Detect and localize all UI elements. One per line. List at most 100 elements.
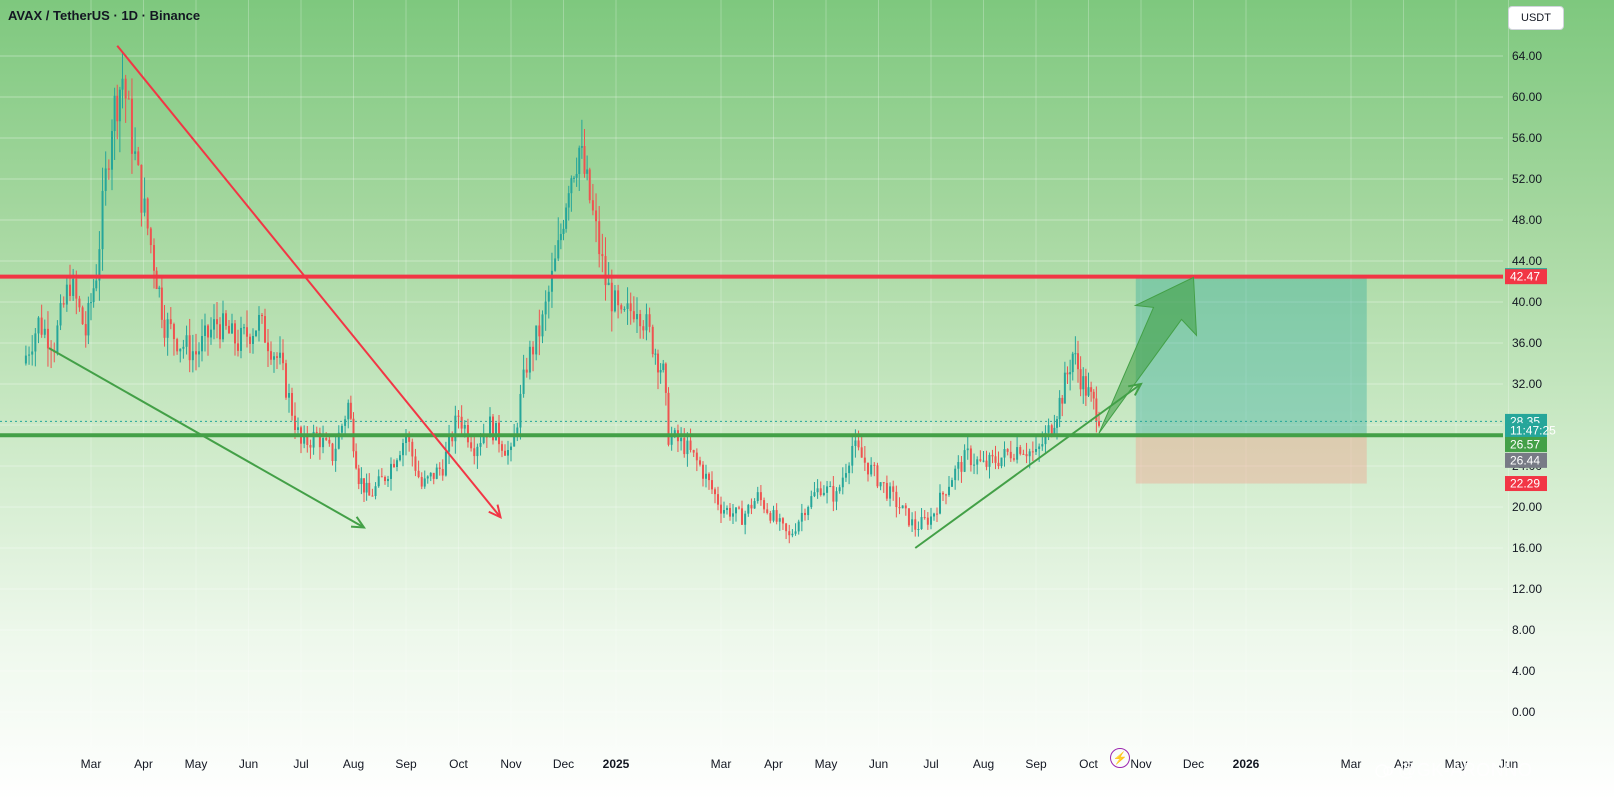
- candle-body: [429, 472, 432, 477]
- candle-body: [1087, 387, 1090, 396]
- candle-body: [476, 446, 479, 457]
- y-axis-label: 52.00: [1512, 172, 1542, 186]
- candle-body: [705, 473, 707, 479]
- candle-body: [726, 507, 728, 511]
- x-axis-label: Apr: [134, 757, 153, 771]
- candle-body: [43, 328, 46, 335]
- candle-body: [155, 270, 158, 290]
- candle-body: [586, 169, 589, 174]
- candle-body: [414, 456, 417, 471]
- candle-body: [973, 464, 976, 466]
- candle-body: [95, 280, 98, 289]
- candle-body: [315, 431, 318, 433]
- candle-body: [198, 351, 200, 355]
- candle-body: [1092, 391, 1095, 399]
- candle-body: [617, 290, 620, 306]
- candle-body: [325, 437, 328, 440]
- x-axis-label: Oct: [449, 757, 468, 771]
- candle-body: [723, 510, 725, 514]
- trend-line-1: [48, 347, 365, 529]
- candle-body: [1044, 432, 1047, 445]
- candle-body: [185, 335, 188, 347]
- candle-body: [976, 459, 979, 465]
- candle-body: [601, 254, 604, 257]
- candle-body: [279, 352, 281, 358]
- x-axis-label: Jun: [869, 757, 888, 771]
- candle-body: [994, 456, 997, 463]
- candle-body: [368, 482, 371, 496]
- candle-body: [759, 492, 762, 501]
- y-axis-label: 32.00: [1512, 377, 1542, 391]
- candle-body: [735, 507, 737, 514]
- candle-body: [267, 342, 269, 352]
- candle-body: [991, 454, 994, 457]
- candle-body: [294, 415, 296, 430]
- candle-body: [337, 432, 340, 449]
- y-axis-label: 36.00: [1512, 336, 1542, 350]
- y-axis-label: 20.00: [1512, 500, 1542, 514]
- candle-body: [1090, 387, 1093, 392]
- candle-body: [355, 451, 358, 469]
- candle-body: [541, 314, 544, 337]
- candle-body: [613, 290, 616, 312]
- candle-body: [785, 523, 788, 532]
- candle-body: [841, 477, 844, 488]
- candle-body: [460, 416, 463, 429]
- candle-body: [683, 437, 686, 455]
- candle-body: [610, 282, 613, 312]
- candle-body: [237, 343, 239, 351]
- candle-body: [629, 303, 632, 312]
- candle-body: [134, 151, 137, 154]
- candle-body: [1009, 451, 1012, 459]
- candle-body: [732, 513, 734, 517]
- candle-body: [756, 492, 759, 502]
- x-axis-label: Aug: [973, 757, 994, 771]
- candle-body: [832, 486, 835, 502]
- candle-body: [179, 348, 182, 352]
- candle-body: [153, 245, 155, 271]
- candle-body: [778, 518, 781, 522]
- candle-body: [291, 393, 293, 416]
- candle-body: [954, 468, 957, 481]
- candle-body: [988, 454, 991, 467]
- candle-body: [285, 363, 287, 398]
- candle-body: [835, 491, 838, 502]
- candle-body: [519, 393, 522, 428]
- candle-body: [951, 480, 953, 487]
- candle-body: [917, 529, 920, 531]
- candle-body: [651, 326, 654, 355]
- candle-body: [1069, 372, 1072, 375]
- candle-body: [550, 270, 553, 292]
- candle-body: [766, 509, 769, 514]
- candle-body: [1066, 372, 1069, 375]
- candle-body: [659, 370, 662, 373]
- candle-body: [567, 193, 570, 208]
- candle-body: [46, 328, 49, 349]
- candle-body: [1084, 376, 1087, 396]
- candle-body: [390, 463, 392, 479]
- currency-button[interactable]: USDT: [1508, 6, 1564, 30]
- candle-body: [240, 327, 242, 351]
- candle-body: [399, 455, 401, 461]
- y-axis-label: 16.00: [1512, 541, 1542, 555]
- candle-body: [741, 508, 743, 525]
- candle-body: [111, 131, 113, 170]
- candle-body: [90, 302, 92, 304]
- lightning-icon[interactable]: ⚡: [1110, 748, 1130, 768]
- candle-body: [692, 450, 695, 453]
- candle-body: [130, 98, 133, 154]
- candle-body: [176, 339, 179, 352]
- candle-body: [750, 504, 753, 509]
- candle-body: [632, 311, 635, 320]
- candle-body: [510, 446, 512, 451]
- candle-body: [1056, 419, 1058, 428]
- price-tag-label: 11:47:25: [1510, 424, 1556, 438]
- candle-body: [717, 494, 719, 505]
- candle-body: [402, 443, 404, 456]
- candle-body: [1053, 427, 1056, 435]
- candle-body: [969, 448, 972, 466]
- candle-body: [92, 288, 95, 303]
- candle-body: [1031, 451, 1034, 453]
- candle-body: [689, 440, 692, 451]
